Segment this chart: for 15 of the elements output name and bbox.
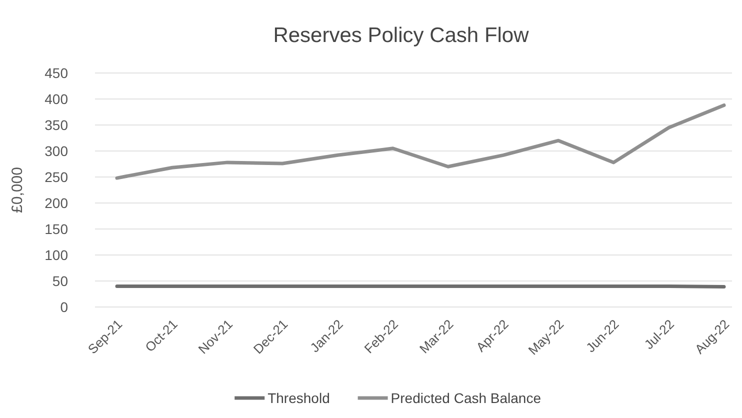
y-tick-label: 400 [44, 91, 68, 107]
chart-title: Reserves Policy Cash Flow [273, 24, 530, 47]
y-axis-title: £0,000 [9, 167, 26, 213]
y-tick-label: 450 [44, 65, 68, 81]
y-tick-label: 0 [60, 299, 68, 315]
legend-label: Predicted Cash Balance [390, 390, 542, 406]
line-series [115, 103, 726, 180]
legend-label: Threshold [268, 390, 330, 406]
y-tick-label: 150 [44, 221, 68, 237]
y-tick-label: 350 [44, 117, 68, 133]
y-tick-label: 250 [44, 169, 68, 185]
y-tick-label: 200 [44, 195, 68, 211]
y-tick-label: 300 [44, 143, 68, 159]
y-tick-label: 100 [44, 247, 68, 263]
y-tick-label: 50 [52, 273, 68, 289]
